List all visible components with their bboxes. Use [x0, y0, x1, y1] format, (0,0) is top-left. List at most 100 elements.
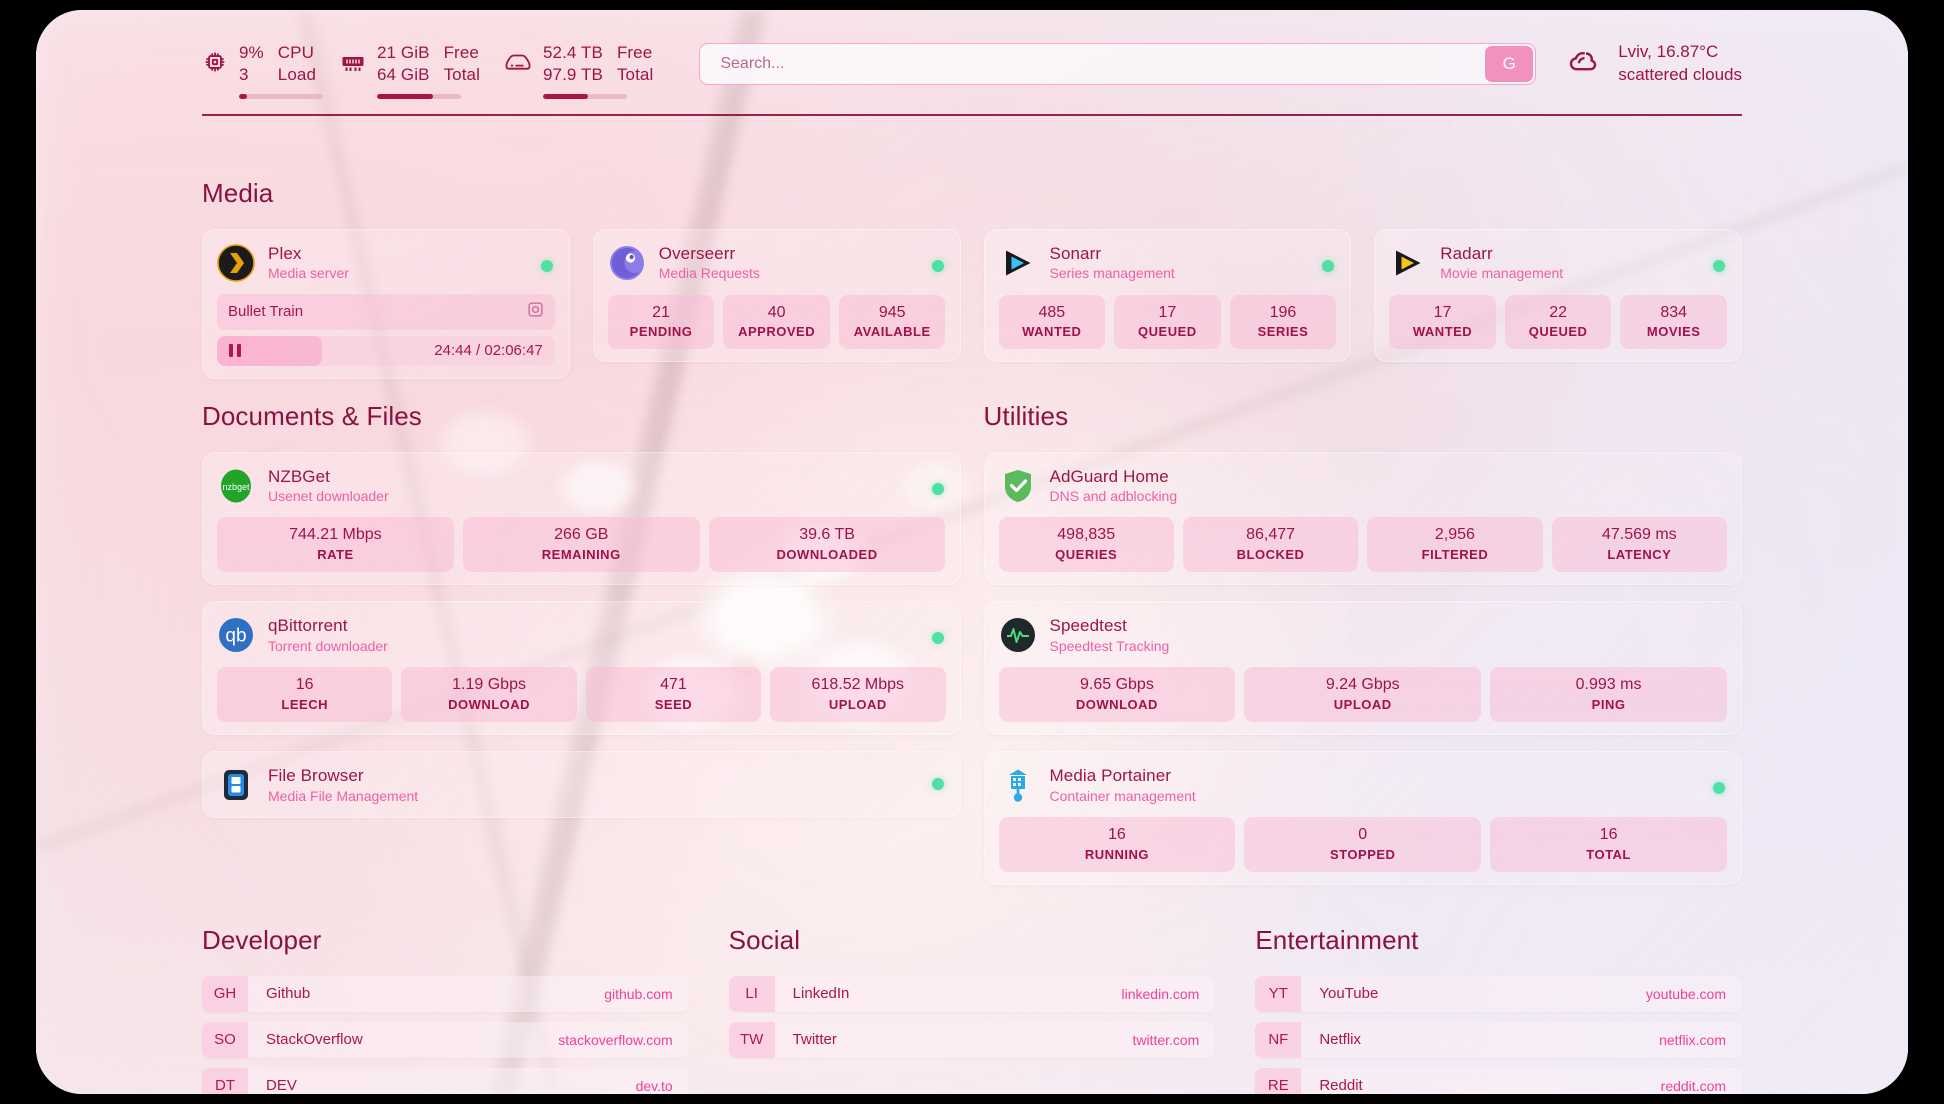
search-input[interactable] — [700, 55, 1484, 73]
stat-value: 9.65 Gbps — [1080, 676, 1154, 694]
svg-text:nzbget: nzbget — [222, 481, 250, 491]
service-card-nzbget[interactable]: nzbget NZBGet Usenet downloader 744. — [202, 451, 961, 586]
bookmark-name: StackOverflow — [266, 1031, 363, 1049]
stat-value: 2,956 — [1434, 526, 1475, 544]
stat-running: 16 RUNNING — [998, 816, 1236, 872]
bookmark-group-title: Developer — [202, 924, 322, 955]
stat-value: 0 — [1358, 825, 1368, 843]
stat-label: LEECH — [281, 696, 328, 712]
service-card-speedtest[interactable]: Speedtest Speedtest Tracking 9.65 Gbps D… — [983, 601, 1742, 735]
stat-value: 16 — [295, 676, 314, 694]
bookmark-url: stackoverflow.com — [558, 1031, 673, 1048]
stat-label: UPLOAD — [1333, 696, 1392, 712]
sonarr-stats: 485 WANTED 17 QUEUED 196 SERIES — [998, 294, 1337, 350]
stat-stopped: 0 STOPPED — [1244, 816, 1482, 872]
stat-value: 618.52 Mbps — [811, 676, 905, 694]
stat-label: TOTAL — [1586, 846, 1631, 862]
stat-label: STOPPED — [1330, 846, 1396, 862]
bookmark-abbr: LI — [728, 975, 775, 1012]
stat-remaining: 266 GB REMAINING — [462, 517, 700, 573]
stat-wanted: 485 WANTED — [998, 294, 1106, 350]
qbittorrent-stats: 16 LEECH 1.19 Gbps DOWNLOAD 471 SEED — [217, 667, 946, 722]
service-card-portainer[interactable]: Media Portainer Container management 16 … — [983, 750, 1742, 885]
stat-blocked: 86,477 BLOCKED — [1182, 517, 1359, 573]
bookmark-twitter[interactable]: TW Twitter twitter.com — [728, 1021, 1216, 1058]
service-card-plex[interactable]: Plex Media server Bullet Train — [202, 228, 570, 379]
stat-value: 86,477 — [1246, 526, 1296, 544]
bookmark-netflix[interactable]: NF Netflix netflix.com — [1255, 1021, 1743, 1058]
stat-value: 40 — [767, 303, 786, 321]
service-card-radarr[interactable]: Radarr Movie management 17 WANTED 22 QUE… — [1374, 228, 1742, 363]
stat-value: 17 — [1433, 303, 1452, 321]
bookmark-dev[interactable]: DT DEV dev.to — [202, 1067, 689, 1094]
pause-icon[interactable] — [229, 344, 241, 358]
memory-total-value: 64 GiB — [377, 65, 430, 84]
adguard-subtitle: DNS and adblocking — [1049, 488, 1178, 505]
nzbget-icon: nzbget — [217, 467, 255, 505]
stat-value: 196 — [1269, 303, 1297, 321]
bookmark-youtube[interactable]: YT YouTube youtube.com — [1255, 975, 1743, 1012]
utilities-column: Utilities AdGuard Home — [983, 401, 1742, 885]
stat-seed: 471 SEED — [585, 667, 762, 722]
stat-queries: 498,835 QUERIES — [998, 517, 1174, 573]
search-submit-button[interactable]: G — [1485, 46, 1534, 82]
section-title-documents: Documents & Files — [202, 400, 422, 431]
stat-upload: 618.52 Mbps UPLOAD — [770, 667, 946, 722]
bookmark-url: reddit.com — [1660, 1077, 1727, 1094]
bookmark-github[interactable]: GH Github github.com — [202, 975, 689, 1012]
stat-value: 266 GB — [554, 526, 609, 544]
stat-download: 1.19 Gbps DOWNLOAD — [401, 667, 577, 722]
cpu-metric: 9% 3 CPU Load — [202, 42, 323, 100]
disk-labels: Free Total — [617, 42, 653, 86]
cpu-usage-value: 9% — [239, 42, 264, 62]
qbittorrent-name: qBittorrent — [268, 616, 348, 636]
portainer-status-indicator — [1713, 781, 1725, 794]
overseerr-subtitle: Media Requests — [658, 265, 760, 282]
service-card-filebrowser[interactable]: File Browser Media File Management — [202, 750, 961, 818]
stat-label: QUEUED — [1138, 324, 1197, 340]
bookmark-name: LinkedIn — [792, 985, 850, 1003]
stat-label: APPROVED — [738, 324, 816, 340]
portainer-stats: 16 RUNNING 0 STOPPED 16 TOTAL — [998, 816, 1728, 872]
stat-label: AVAILABLE — [853, 324, 931, 340]
bookmark-abbr: RE — [1255, 1067, 1302, 1094]
header-divider — [202, 114, 1742, 116]
bookmark-abbr: GH — [202, 975, 248, 1012]
bookmark-reddit[interactable]: RE Reddit reddit.com — [1255, 1067, 1743, 1094]
bookmark-url: linkedin.com — [1121, 985, 1200, 1002]
adguard-stats: 498,835 QUERIES 86,477 BLOCKED 2,956 FIL… — [998, 517, 1727, 573]
plex-subtitle: Media server — [268, 265, 349, 282]
nzbget-stats: 744.21 Mbps RATE 266 GB REMAINING 39.6 T… — [217, 517, 946, 573]
service-card-qbittorrent[interactable]: qb qBittorrent Torrent downloader 16 — [202, 601, 961, 735]
bookmark-name: Github — [266, 985, 311, 1003]
radarr-name: Radarr — [1440, 243, 1493, 263]
cast-icon[interactable] — [527, 301, 544, 323]
service-card-overseerr[interactable]: Overseerr Media Requests 21 PENDING 40 A… — [592, 228, 961, 363]
portainer-name: Media Portainer — [1049, 765, 1172, 785]
weather-widget[interactable]: Lviv, 16.87°C scattered clouds — [1564, 41, 1742, 87]
service-card-adguard[interactable]: AdGuard Home DNS and adblocking 498,835 … — [983, 451, 1742, 586]
bookmark-abbr: TW — [728, 1021, 775, 1058]
stat-series: 196 SERIES — [1229, 294, 1337, 350]
service-card-sonarr[interactable]: Sonarr Series management 485 WANTED 17 Q… — [983, 228, 1352, 363]
bookmark-group-developer: Developer GH Github github.com SO StackO… — [202, 925, 689, 1094]
disk-progress-bar — [543, 94, 627, 100]
memory-progress-bar — [377, 94, 461, 100]
stat-label: SERIES — [1257, 324, 1309, 340]
memory-label-1: Free — [443, 42, 479, 62]
weather-condition: scattered clouds — [1618, 65, 1742, 84]
bookmark-stackoverflow[interactable]: SO StackOverflow stackoverflow.com — [202, 1021, 689, 1058]
bookmark-abbr: NF — [1255, 1021, 1302, 1058]
nzbget-status-indicator — [931, 482, 944, 495]
stat-value: 471 — [660, 676, 687, 694]
bookmark-linkedin[interactable]: LI LinkedIn linkedin.com — [728, 975, 1216, 1012]
stat-label: MOVIES — [1646, 324, 1701, 340]
dashboard-page: 9% 3 CPU Load — [36, 10, 1908, 1094]
stat-value: 744.21 Mbps — [289, 526, 382, 544]
search-box[interactable]: G — [699, 43, 1537, 85]
memory-icon — [340, 51, 366, 78]
stat-queued: 22 QUEUED — [1504, 294, 1612, 350]
memory-label-2: Total — [443, 65, 480, 84]
stat-label: DOWNLOAD — [1075, 696, 1158, 712]
plex-progress-bar[interactable]: 24:44 / 02:06:47 — [217, 335, 555, 366]
